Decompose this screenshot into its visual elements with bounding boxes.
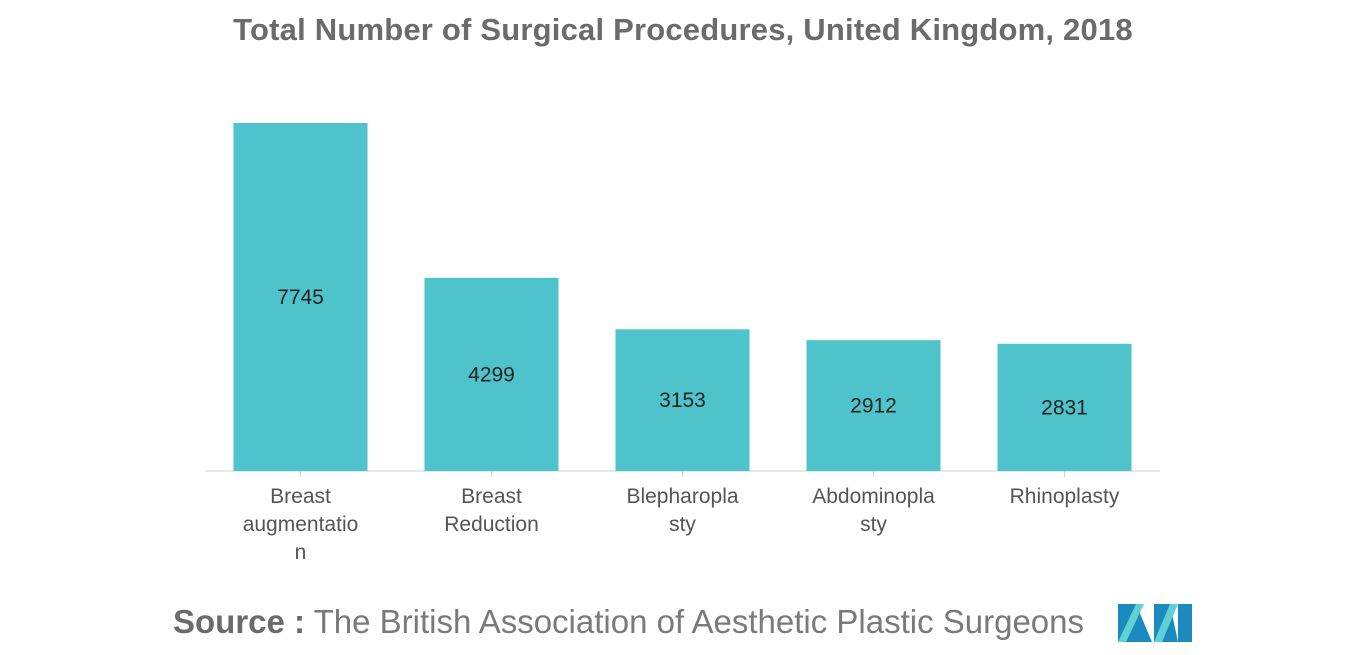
bar: [424, 277, 559, 471]
data-label: 2912: [850, 395, 897, 418]
source-note: Source : The British Association of Aest…: [173, 603, 1084, 641]
data-label: 7745: [277, 286, 324, 309]
data-label: 3153: [659, 389, 706, 412]
mordor-intelligence-logo-icon: [1118, 604, 1192, 642]
bar: [233, 123, 368, 471]
source-prefix: Source :: [173, 603, 306, 640]
x-tick-label: Blepharopla sty: [626, 485, 738, 536]
x-tick-label: Breast augmentatio n: [243, 485, 359, 564]
x-tick-label: Breast Reduction: [444, 485, 539, 536]
chart-title: Total Number of Surgical Procedures, Uni…: [233, 12, 1133, 47]
bar: [997, 343, 1132, 471]
x-tick-label: Abdominopla sty: [812, 485, 935, 536]
bar-chart: 7745 Breast augmentatio n 4299 Breast Reductio…: [205, 123, 1160, 564]
data-label: 2831: [1041, 396, 1088, 419]
bar: [615, 329, 750, 471]
source-text: The British Association of Aesthetic Pla…: [313, 603, 1085, 640]
data-label: 4299: [468, 363, 515, 386]
x-tick-label: Rhinoplasty: [1010, 485, 1120, 508]
bar: [806, 340, 941, 471]
